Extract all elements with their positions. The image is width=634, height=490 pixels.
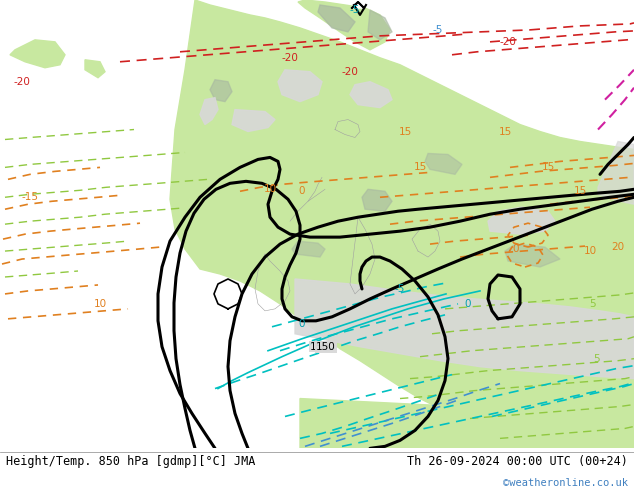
Text: -20: -20 (500, 37, 517, 47)
Polygon shape (232, 110, 275, 131)
Polygon shape (85, 60, 105, 78)
Text: -15: -15 (22, 192, 39, 202)
Text: 0: 0 (299, 186, 305, 196)
Polygon shape (425, 153, 462, 174)
Polygon shape (170, 0, 634, 448)
Text: -5: -5 (433, 25, 443, 35)
Text: Height/Temp. 850 hPa [gdmp][°C] JMA: Height/Temp. 850 hPa [gdmp][°C] JMA (6, 455, 256, 468)
Text: 15: 15 (573, 186, 586, 196)
Text: 150: 150 (316, 342, 336, 352)
Text: 0: 0 (513, 244, 519, 254)
Text: -20: -20 (342, 67, 358, 77)
Polygon shape (292, 241, 325, 257)
Polygon shape (368, 10, 392, 40)
Polygon shape (300, 398, 634, 448)
Text: 15: 15 (398, 126, 411, 137)
Polygon shape (198, 75, 238, 131)
Text: 5: 5 (589, 299, 595, 309)
Text: 15: 15 (541, 162, 555, 172)
Text: -20: -20 (281, 53, 299, 63)
Polygon shape (598, 142, 634, 204)
Text: 15: 15 (413, 162, 427, 172)
Polygon shape (505, 244, 560, 267)
Polygon shape (350, 82, 392, 108)
Text: 5: 5 (593, 354, 599, 364)
Polygon shape (318, 5, 355, 32)
Polygon shape (298, 0, 390, 50)
Polygon shape (362, 189, 392, 211)
Polygon shape (185, 108, 218, 142)
Text: 10: 10 (93, 299, 107, 309)
Text: 0: 0 (465, 299, 471, 309)
Text: Th 26-09-2024 00:00 UTC (00+24): Th 26-09-2024 00:00 UTC (00+24) (407, 455, 628, 468)
Text: 15: 15 (498, 126, 512, 137)
Text: -20: -20 (13, 77, 30, 87)
Text: -5: -5 (395, 284, 405, 294)
Polygon shape (295, 279, 634, 379)
Polygon shape (278, 70, 322, 101)
Polygon shape (200, 98, 218, 124)
Polygon shape (488, 207, 555, 234)
Text: ©weatheronline.co.uk: ©weatheronline.co.uk (503, 477, 628, 488)
Polygon shape (10, 40, 65, 68)
Text: -5: -5 (350, 5, 360, 15)
Text: 10: 10 (583, 246, 597, 256)
Text: 150: 150 (310, 342, 330, 352)
Polygon shape (210, 80, 232, 101)
Text: 0: 0 (299, 319, 305, 329)
Text: 20: 20 (611, 242, 624, 252)
Text: 10: 10 (264, 184, 276, 195)
Polygon shape (352, 2, 364, 8)
